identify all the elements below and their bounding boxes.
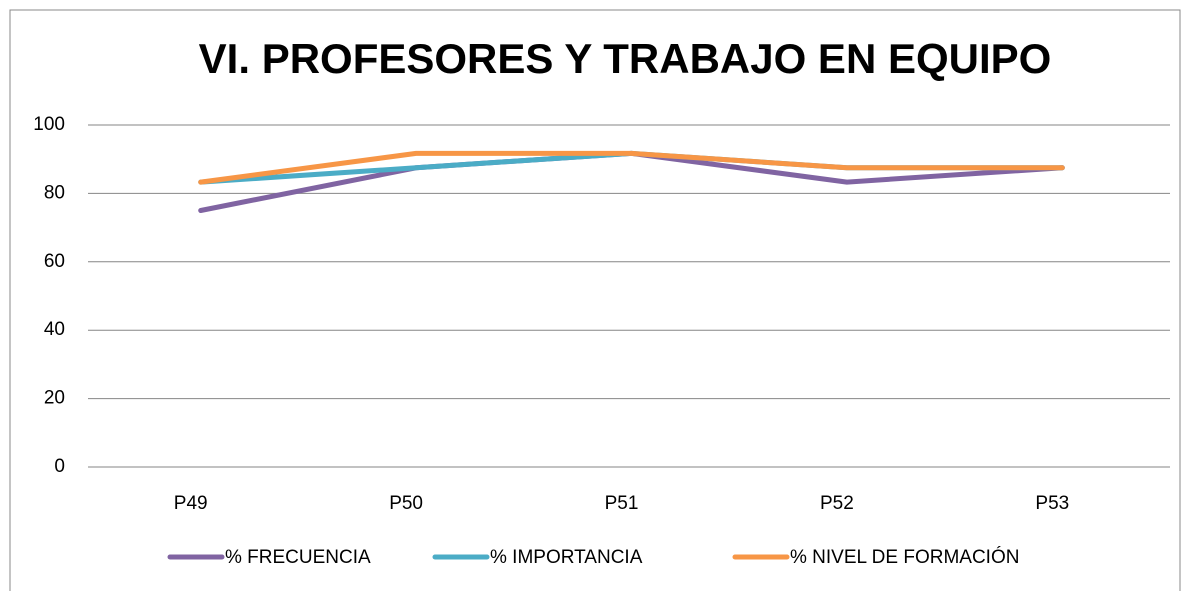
y-tick-label: 60 xyxy=(44,251,65,272)
x-tick-label: P49 xyxy=(174,493,208,514)
legend-label: % NIVEL DE FORMACIÓN xyxy=(790,546,1019,568)
y-tick-label: 0 xyxy=(54,456,65,477)
legend-label: % FRECUENCIA xyxy=(225,547,371,568)
chart-title: VI. PROFESORES Y TRABAJO EN EQUIPO xyxy=(199,35,1052,82)
y-tick-label: 80 xyxy=(44,182,65,203)
y-tick-label: 40 xyxy=(44,319,65,340)
series-line xyxy=(198,150,1065,185)
chart-frame xyxy=(9,9,1181,591)
y-tick-label: 100 xyxy=(33,114,65,135)
x-tick-label: P51 xyxy=(605,493,639,514)
legend-label: % IMPORTANCIA xyxy=(490,547,643,568)
x-tick-label: P50 xyxy=(389,493,423,514)
y-tick-label: 20 xyxy=(44,388,65,409)
x-tick-label: P53 xyxy=(1035,493,1069,514)
series-line xyxy=(198,150,1065,213)
x-tick-label: P52 xyxy=(820,493,854,514)
